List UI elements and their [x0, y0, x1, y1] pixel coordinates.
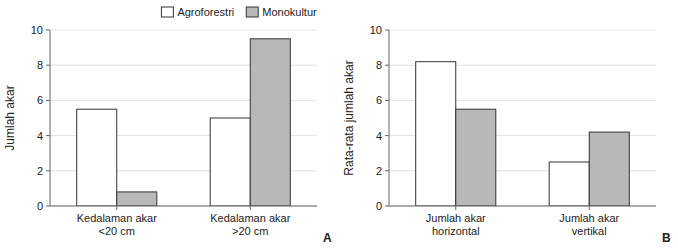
- y-tick: [385, 170, 389, 171]
- y-tick: [385, 206, 389, 207]
- x-tick-label: Jumlah akarvertikal: [559, 212, 619, 237]
- chart-canvas: 0 2 4 6 8 10 Jumlah akar Kedalaman akar<20 cm Ke…: [0, 0, 678, 250]
- y-tick-label: 4: [37, 130, 43, 142]
- y-tick-label: 2: [376, 165, 382, 177]
- bar: [589, 132, 629, 206]
- bar: [549, 162, 589, 206]
- grid-line: [389, 30, 656, 31]
- y-tick: [46, 30, 50, 31]
- bars: [416, 62, 630, 206]
- y-axis-line: [389, 30, 390, 206]
- y-tick-label: 2: [37, 165, 43, 177]
- bar: [456, 109, 496, 206]
- chart-panel: 0 2 4 6 8 10 Jumlah akar Kedalaman akar<20 cm Ke…: [3, 6, 332, 245]
- y-tick: [385, 100, 389, 101]
- y-tick-label: 4: [376, 130, 382, 142]
- bar: [117, 192, 157, 206]
- bars: [77, 39, 291, 206]
- y-axis-line: [50, 30, 51, 206]
- y-tick: [46, 170, 50, 171]
- bar: [77, 109, 117, 206]
- bar: [210, 118, 250, 206]
- x-tick: [455, 206, 456, 210]
- annotation: B: [662, 231, 671, 245]
- y-tick: [46, 135, 50, 136]
- x-tick-label: Jumlah akarhorizontal: [426, 212, 486, 237]
- y-tick-label: 6: [376, 94, 382, 106]
- y-tick-label: 6: [37, 94, 43, 106]
- x-axis-line: [389, 206, 656, 207]
- legend-swatch: [161, 7, 173, 17]
- y-tick-label: 8: [376, 59, 382, 71]
- legend: Agroforestri Monokultur: [161, 6, 317, 18]
- y-tick-label: 8: [37, 59, 43, 71]
- legend-label: Monokultur: [262, 6, 317, 18]
- legend-swatch: [246, 7, 258, 17]
- y-tick-label: 0: [376, 200, 382, 212]
- x-tick-label: Kedalaman akar>20 cm: [210, 212, 290, 237]
- x-tick-label: Kedalaman akar<20 cm: [77, 212, 157, 237]
- bar: [416, 62, 456, 206]
- x-tick: [589, 206, 590, 210]
- y-tick: [46, 65, 50, 66]
- grid-line: [389, 206, 656, 207]
- y-tick: [46, 206, 50, 207]
- y-tick: [385, 30, 389, 31]
- y-tick: [46, 100, 50, 101]
- x-tick: [250, 206, 251, 210]
- chart-panel: 0 2 4 6 8 10 Rata-rata jumlah akar Jumlah akarh…: [342, 24, 671, 245]
- x-axis-line: [50, 206, 317, 207]
- y-axis-label: Jumlah akar: [3, 85, 17, 150]
- legend-label: Agroforestri: [177, 6, 234, 18]
- annotation: A: [323, 231, 332, 245]
- x-tick: [116, 206, 117, 210]
- y-tick: [385, 65, 389, 66]
- grid-line: [50, 30, 317, 31]
- y-tick-label: 10: [31, 24, 43, 36]
- y-tick-label: 10: [370, 24, 382, 36]
- y-tick-label: 0: [37, 200, 43, 212]
- bar: [250, 39, 290, 206]
- grid-line: [50, 206, 317, 207]
- y-axis-label: Rata-rata jumlah akar: [342, 60, 356, 175]
- y-tick: [385, 135, 389, 136]
